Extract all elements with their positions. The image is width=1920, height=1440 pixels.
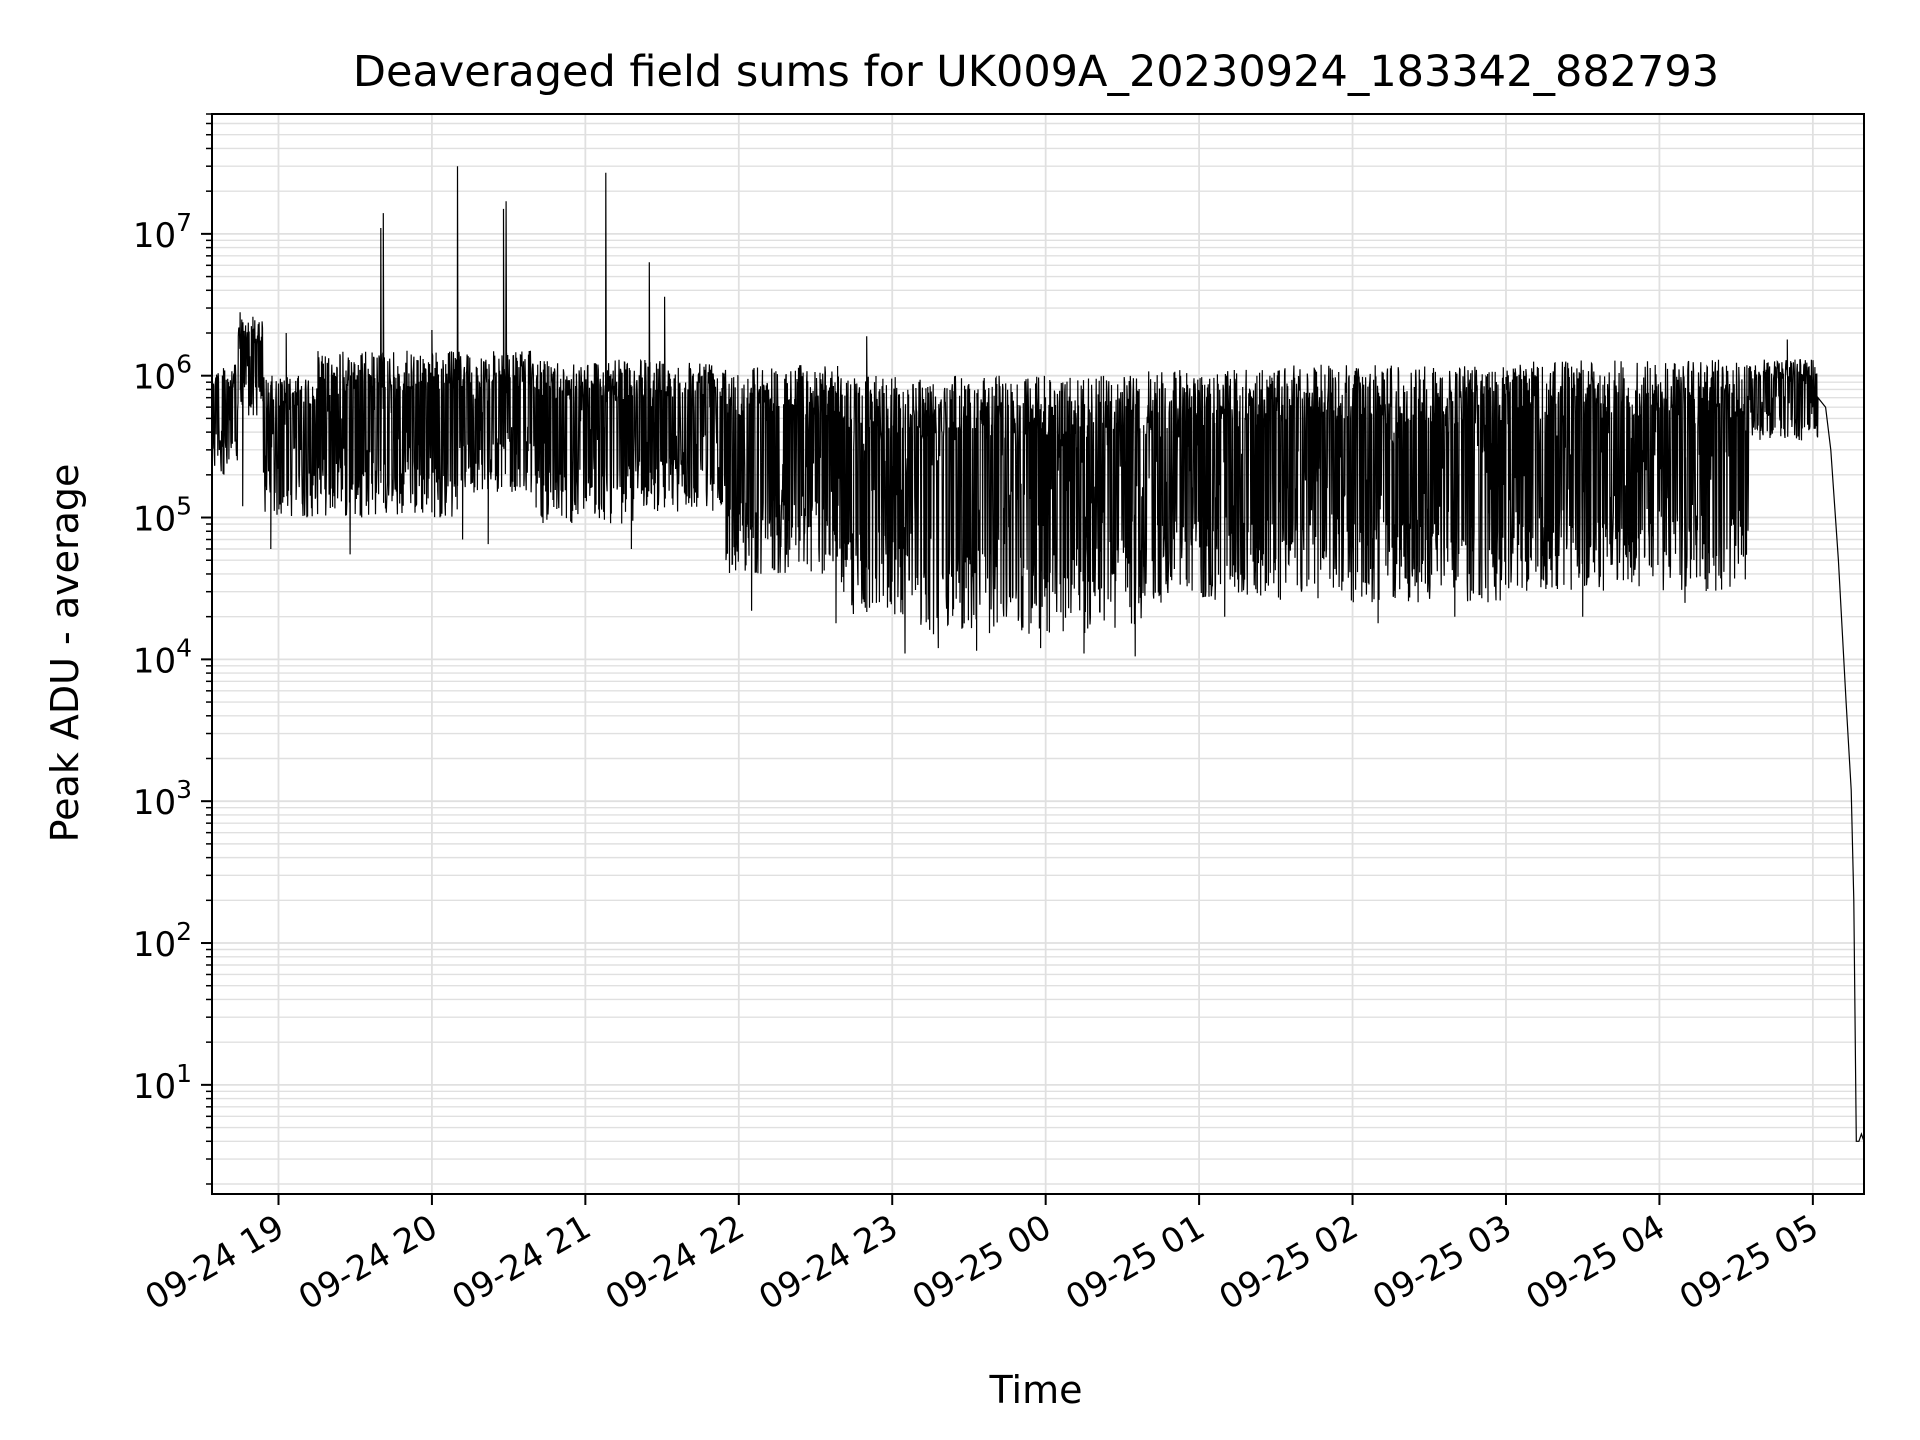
y-tick-label: 102 [133, 917, 192, 965]
chart-title: Deaveraged field sums for UK009A_2023092… [353, 47, 1719, 97]
data-series [211, 166, 1865, 1142]
y-tick-label: 101 [133, 1059, 192, 1107]
y-axis-label: Peak ADU - average [43, 464, 87, 843]
y-axis-ticks: 101 102 103 104 105 106 107 [133, 113, 212, 1185]
y-tick-label: 107 [133, 208, 192, 256]
y-tick-label: 103 [133, 775, 192, 823]
y-tick-label: 106 [133, 350, 192, 398]
plot-frame [211, 113, 1865, 1195]
x-axis-label: Time [989, 1368, 1083, 1412]
y-tick-label: 105 [133, 492, 192, 540]
grid-lines [212, 113, 1864, 1194]
y-tick-label: 104 [133, 633, 192, 681]
series-line [211, 166, 1865, 1142]
